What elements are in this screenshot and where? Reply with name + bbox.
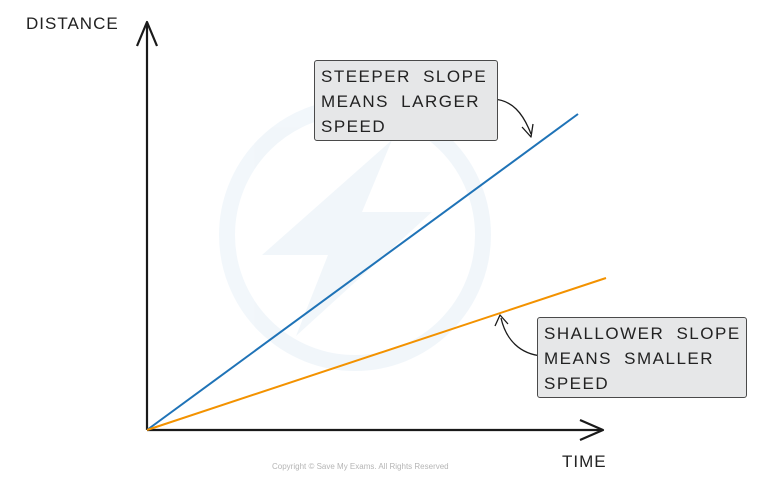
x-axis-label: TIME <box>562 452 607 471</box>
shallower-slope-callout: SHALLOWER SLOPE MEANS SMALLER SPEED <box>537 317 747 398</box>
shallower-callout-line: SHALLOWER SLOPE <box>544 324 741 343</box>
y-axis-label: DISTANCE <box>26 14 119 33</box>
copyright-notice: Copyright © Save My Exams. All Rights Re… <box>272 462 449 471</box>
lightning-bolt-logo-icon <box>219 99 491 371</box>
steeper-callout-line: MEANS LARGER <box>321 92 481 111</box>
shallower-callout-line: SPEED <box>544 374 610 393</box>
steeper-slope-callout: STEEPER SLOPE MEANS LARGER SPEED <box>314 60 498 141</box>
y-axis-arrowhead <box>135 20 159 47</box>
x-axis-arrowhead <box>579 418 605 442</box>
shallow-line <box>146 277 607 431</box>
steeper-callout-line: SPEED <box>321 117 387 136</box>
steeper-callout-line: STEEPER SLOPE <box>321 67 488 86</box>
steep-line <box>146 113 579 431</box>
shallower-callout-line: MEANS SMALLER <box>544 349 715 368</box>
